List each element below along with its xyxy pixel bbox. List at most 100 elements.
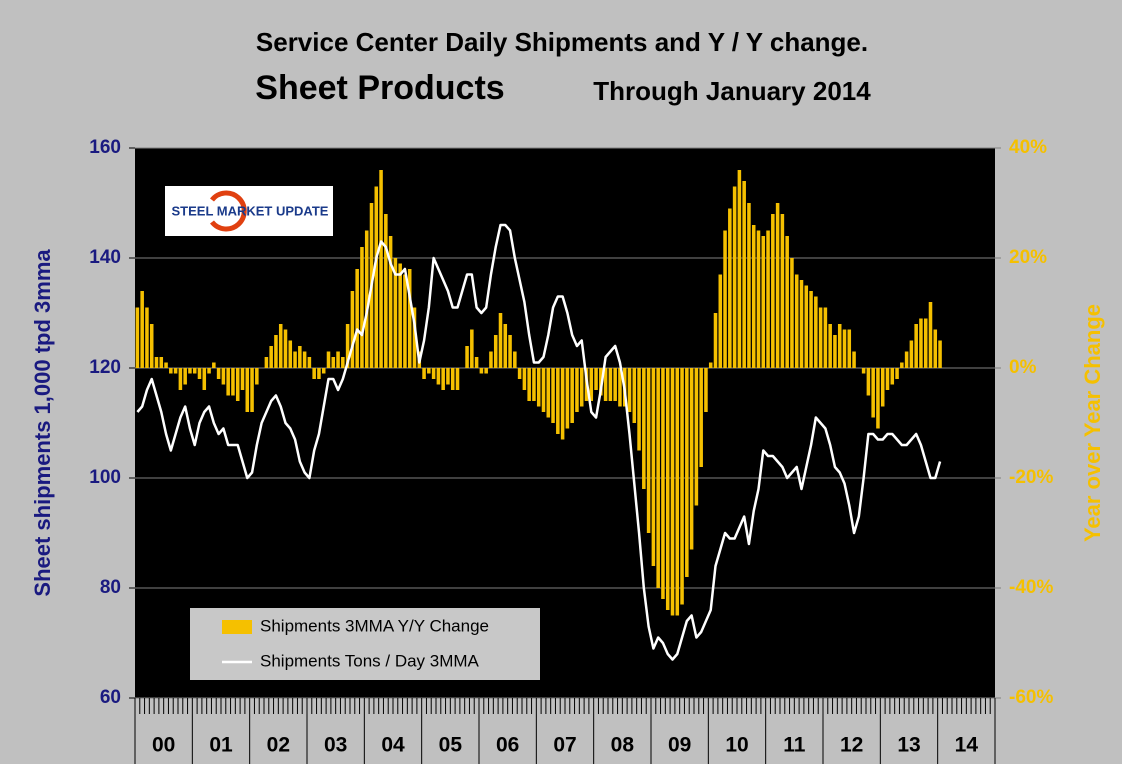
bar bbox=[570, 368, 574, 423]
bar bbox=[790, 258, 794, 368]
y2-tick-label: 40% bbox=[1009, 137, 1047, 158]
x-tick-label: 10 bbox=[725, 734, 748, 757]
bar bbox=[479, 368, 484, 374]
plot-area bbox=[135, 148, 995, 698]
subtitle-note: Through January 2014 bbox=[593, 76, 871, 106]
bar bbox=[274, 335, 278, 368]
bar bbox=[431, 368, 436, 379]
bar bbox=[775, 203, 780, 368]
bar bbox=[718, 274, 723, 368]
y-tick-label: 60 bbox=[100, 687, 121, 708]
bar bbox=[169, 368, 173, 374]
y-tick-label: 120 bbox=[89, 357, 121, 378]
bar bbox=[455, 368, 460, 390]
bar bbox=[207, 368, 211, 374]
bar bbox=[527, 368, 531, 401]
bar bbox=[651, 368, 656, 566]
bar bbox=[508, 335, 512, 368]
bar bbox=[837, 324, 842, 368]
bar bbox=[613, 368, 617, 401]
plot bbox=[135, 147, 1001, 699]
bar bbox=[450, 368, 455, 390]
bar bbox=[422, 368, 426, 379]
bar bbox=[183, 368, 187, 385]
bar bbox=[689, 368, 694, 550]
bar bbox=[398, 263, 402, 368]
chart-subtitle: Sheet Products bbox=[255, 69, 504, 107]
bar bbox=[283, 329, 288, 368]
x-tick-label: 01 bbox=[209, 734, 233, 757]
bar bbox=[804, 285, 809, 368]
bar bbox=[560, 368, 565, 440]
bar bbox=[532, 368, 536, 401]
bar bbox=[192, 368, 197, 374]
bar bbox=[522, 368, 527, 390]
bar bbox=[489, 351, 493, 368]
bar bbox=[321, 368, 326, 374]
x-tick-label: 08 bbox=[611, 734, 635, 757]
bar bbox=[823, 307, 828, 368]
y2-tick-label: -60% bbox=[1009, 687, 1053, 708]
bar bbox=[694, 368, 699, 506]
bar bbox=[407, 269, 412, 368]
bar bbox=[575, 368, 579, 412]
bar bbox=[818, 307, 823, 368]
bar bbox=[164, 362, 168, 368]
bar bbox=[221, 368, 226, 385]
bar bbox=[632, 368, 637, 423]
bar bbox=[670, 368, 675, 616]
bar bbox=[336, 351, 340, 368]
bar bbox=[723, 230, 727, 368]
bar bbox=[517, 368, 522, 379]
bar bbox=[135, 307, 140, 368]
bar bbox=[713, 313, 718, 368]
bar bbox=[197, 368, 202, 379]
bar bbox=[317, 368, 321, 379]
bar bbox=[842, 329, 847, 368]
bar bbox=[799, 280, 804, 368]
bar bbox=[861, 368, 866, 374]
bar bbox=[212, 362, 216, 368]
bar bbox=[852, 351, 856, 368]
bar bbox=[293, 351, 297, 368]
bar bbox=[871, 368, 875, 418]
bar bbox=[809, 291, 813, 368]
bar bbox=[226, 368, 230, 396]
bar bbox=[551, 368, 555, 423]
bar bbox=[589, 368, 594, 401]
y2-tick-label: -40% bbox=[1009, 577, 1053, 598]
bar bbox=[603, 368, 608, 401]
bar bbox=[933, 329, 938, 368]
bar bbox=[498, 313, 503, 368]
bar bbox=[360, 247, 364, 368]
bar bbox=[794, 274, 799, 368]
bar bbox=[928, 302, 933, 368]
bar bbox=[618, 368, 622, 407]
bar bbox=[350, 291, 355, 368]
logo-text: STEEL MARKET UPDATE bbox=[172, 203, 329, 218]
bar bbox=[728, 208, 732, 368]
bar bbox=[565, 368, 570, 429]
bar bbox=[646, 368, 651, 533]
x-tick-label: 04 bbox=[381, 734, 405, 757]
bar bbox=[250, 368, 254, 412]
legend-label: Shipments 3MMA Y/Y Change bbox=[260, 616, 489, 635]
bar bbox=[154, 357, 159, 368]
x-tick-label: 14 bbox=[955, 734, 979, 757]
legend-label: Shipments Tons / Day 3MMA bbox=[260, 651, 480, 670]
y2-tick-label: 0% bbox=[1009, 357, 1037, 378]
bar bbox=[255, 368, 259, 385]
bar bbox=[656, 368, 660, 588]
y2-tick-label: 20% bbox=[1009, 247, 1047, 268]
y-tick-label: 100 bbox=[89, 467, 121, 488]
bar bbox=[536, 368, 541, 407]
bar bbox=[240, 368, 245, 390]
bar bbox=[785, 236, 789, 368]
bar bbox=[446, 368, 450, 385]
x-tick-label: 00 bbox=[152, 734, 175, 757]
bar bbox=[665, 368, 670, 610]
y2-axis-label: Year over Year Change bbox=[1080, 304, 1105, 542]
bar bbox=[699, 368, 703, 467]
bar bbox=[364, 230, 369, 368]
